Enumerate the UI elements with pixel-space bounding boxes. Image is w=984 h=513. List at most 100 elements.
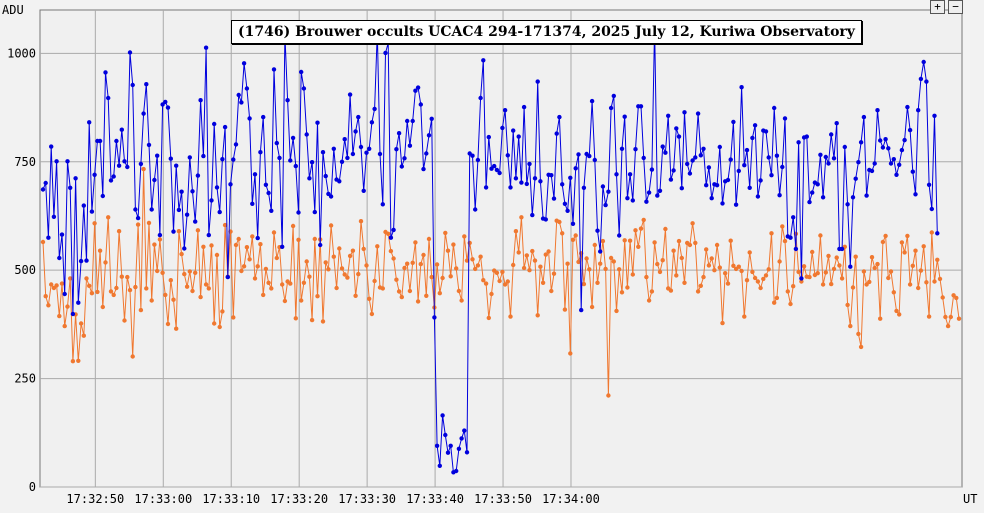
data-point	[685, 161, 690, 167]
data-point	[793, 246, 799, 252]
data-point	[549, 173, 554, 178]
data-point	[304, 259, 309, 264]
data-point	[358, 219, 364, 224]
data-point	[59, 281, 65, 286]
data-point	[266, 190, 271, 196]
data-point	[611, 93, 616, 99]
data-point	[848, 323, 853, 329]
data-point	[405, 118, 410, 124]
data-point	[717, 144, 722, 150]
data-point	[731, 119, 736, 125]
data-point	[706, 165, 712, 170]
data-point	[641, 217, 646, 223]
data-point	[549, 288, 554, 294]
data-point	[228, 182, 233, 187]
data-point	[508, 314, 513, 319]
data-point	[777, 259, 782, 264]
data-point	[777, 193, 782, 198]
data-point	[247, 257, 252, 262]
data-point	[557, 114, 562, 120]
data-point	[693, 240, 698, 246]
data-point	[521, 104, 527, 110]
data-point	[269, 208, 274, 213]
data-point	[97, 248, 103, 253]
data-point	[320, 150, 326, 155]
data-point	[910, 169, 915, 174]
data-point	[157, 232, 163, 238]
data-point	[693, 155, 698, 160]
data-point	[666, 113, 671, 119]
data-point	[57, 313, 62, 319]
zoom-out-button[interactable]: −	[948, 0, 963, 14]
data-point	[81, 203, 87, 208]
data-point	[454, 468, 459, 474]
data-point	[557, 219, 562, 225]
data-point	[225, 274, 230, 280]
data-point	[277, 155, 282, 161]
data-point	[171, 229, 176, 234]
data-point	[774, 295, 780, 301]
data-point	[84, 276, 89, 281]
data-point	[492, 163, 497, 169]
data-point	[212, 321, 217, 326]
data-point	[834, 255, 839, 260]
data-point	[788, 301, 793, 307]
data-point	[163, 292, 168, 298]
data-point	[184, 284, 190, 289]
zoom-in-button[interactable]: +	[930, 0, 945, 14]
data-point	[489, 291, 494, 297]
data-point	[861, 269, 867, 274]
data-point	[554, 131, 559, 136]
data-point	[619, 146, 625, 151]
data-point	[886, 275, 891, 281]
data-point	[445, 450, 451, 455]
data-point	[456, 288, 462, 294]
data-point	[478, 95, 483, 101]
data-point	[679, 186, 684, 191]
data-point	[704, 183, 709, 188]
data-point	[119, 274, 125, 279]
data-point	[432, 315, 437, 320]
data-point	[608, 105, 614, 111]
data-point	[592, 242, 597, 248]
data-point	[133, 207, 138, 212]
data-point	[165, 321, 171, 327]
data-point	[704, 247, 709, 252]
data-point	[679, 255, 684, 261]
data-point	[116, 229, 122, 234]
data-point	[92, 172, 97, 177]
data-point	[625, 285, 630, 290]
data-point	[168, 278, 173, 283]
data-point	[114, 138, 119, 144]
data-point	[671, 168, 676, 173]
data-point	[258, 242, 263, 247]
data-point	[845, 302, 850, 308]
data-point	[252, 276, 258, 281]
data-point	[250, 234, 255, 239]
data-point	[127, 287, 133, 293]
data-point	[78, 258, 84, 264]
data-point	[943, 314, 948, 320]
data-point	[701, 274, 706, 280]
data-point	[206, 232, 211, 238]
data-point	[301, 280, 307, 285]
data-point	[179, 189, 184, 194]
data-point	[296, 237, 301, 242]
data-point	[315, 120, 320, 125]
data-point	[231, 315, 236, 320]
data-point	[421, 252, 426, 258]
data-point	[698, 153, 703, 158]
data-point	[255, 264, 260, 269]
data-point	[266, 280, 271, 285]
data-point	[530, 248, 535, 254]
data-point	[701, 146, 706, 151]
data-point	[375, 244, 380, 249]
data-point	[535, 79, 540, 84]
y-axis-label: ADU	[2, 3, 24, 17]
data-point	[481, 58, 486, 63]
data-point	[424, 151, 429, 156]
data-point	[133, 284, 138, 290]
data-point	[473, 266, 478, 272]
data-point	[203, 45, 209, 50]
data-point	[462, 428, 467, 433]
